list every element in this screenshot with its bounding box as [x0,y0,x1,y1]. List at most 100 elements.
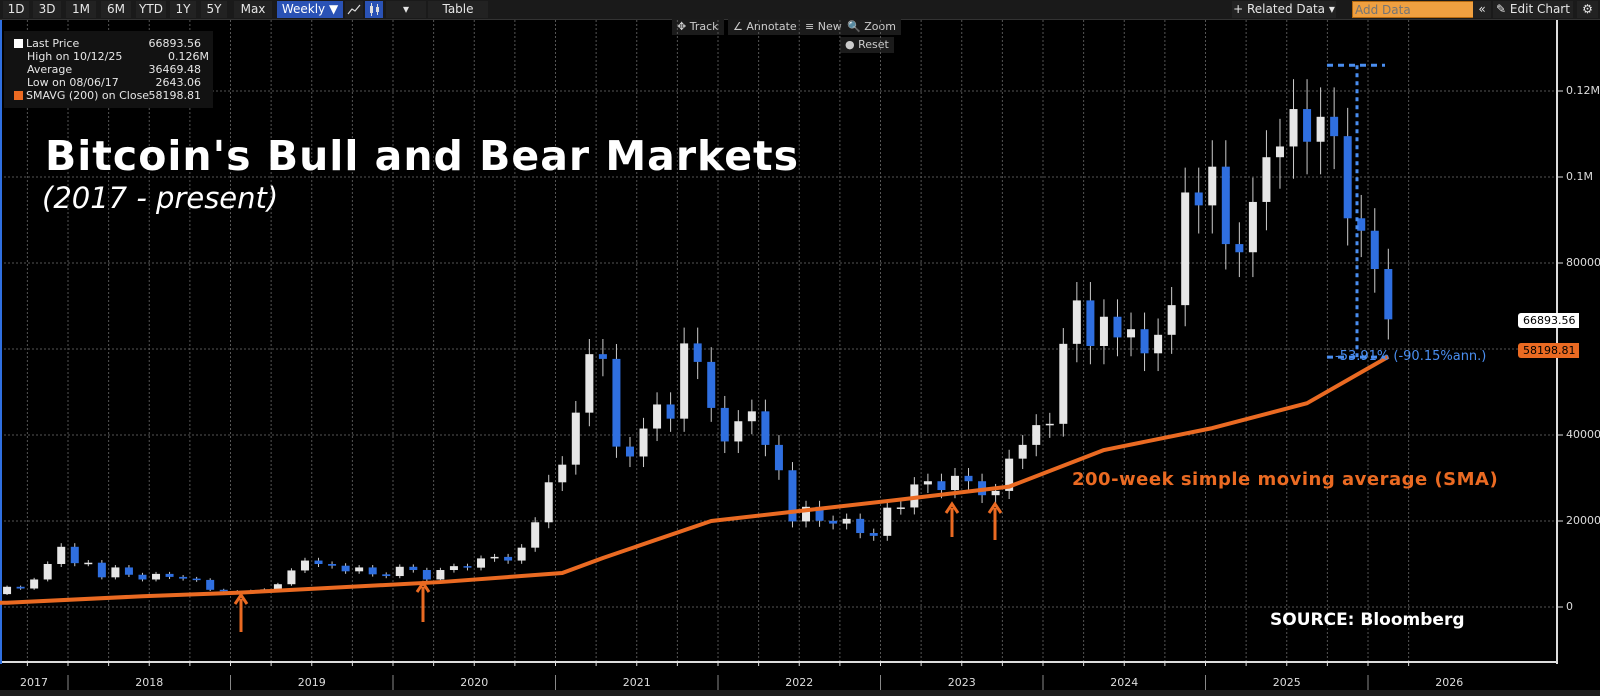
candle-body [206,579,215,590]
candle-body [1127,329,1136,338]
line-chart-icon[interactable] [345,1,363,18]
candle-body [1194,192,1203,206]
legend-value: 36469.48 [148,63,202,76]
chart-toolbar: 1D 3D 1M 6M YTD 1Y 5Y Max Weekly ▼ ▾ Table + Re… [0,0,1600,20]
gear-icon[interactable]: ⚙ [1577,1,1598,18]
candle-body [1370,230,1379,270]
candle-body [544,482,553,523]
chart-title: Bitcoin's Bull and Bear Markets [45,132,800,180]
range-button-max[interactable]: Max [234,1,272,18]
candle-body [477,558,486,568]
chart-type-dropdown[interactable]: ▾ [386,1,426,18]
candle-body [300,560,309,571]
candle-body [192,578,201,581]
y-tick-label: 0.12M [1566,84,1600,97]
candle-body [152,573,161,580]
candle-body [43,564,52,580]
candle-body [1018,444,1027,459]
range-button-ytd[interactable]: YTD [136,1,166,18]
candle-body [788,470,797,522]
legend-swatch [14,39,23,48]
candle-body [490,556,499,559]
related-data-button[interactable]: + Related Data ▾ [1232,1,1336,18]
candle-body [1208,166,1217,206]
candle-body [219,589,228,592]
candle-body [1140,329,1149,354]
candle-body [179,576,188,579]
candle-body [707,361,716,408]
range-button-5y[interactable]: 5Y [201,1,227,18]
sma-annotation: 200-week simple moving average (SMA) [1072,469,1499,490]
range-button-3d[interactable]: 3D [33,1,61,18]
candle-body [314,560,323,564]
candle-body [504,556,513,561]
candle-body [937,481,946,491]
candle-body [639,428,648,457]
track-button[interactable]: ✥ Track [672,19,724,35]
candle-body [1099,316,1108,346]
collapse-icon[interactable]: « [1473,1,1491,18]
legend-sma[interactable]: SMAVG (200) on Close 58198.81 [14,89,209,102]
x-tick-label: 2024 [1110,676,1139,689]
range-button-1m[interactable]: 1M [66,1,96,18]
candle-body [1289,109,1298,147]
legend-label: Last Price [26,37,80,50]
candle-body [368,567,377,575]
candle-body [1059,343,1068,424]
edit-chart-button[interactable]: ✎ Edit Chart [1493,1,1573,18]
zoom-button[interactable]: 🔍 Zoom [842,19,901,35]
candle-body [666,404,675,419]
candle-body [328,564,337,566]
candle-body [747,411,756,422]
candle-body [1262,157,1271,202]
arrow-head [415,580,431,593]
legend-last-price[interactable]: Last Price 66893.56 [14,37,209,50]
candle-body [761,411,770,445]
candle-body [950,475,959,491]
candle-body [1275,146,1284,158]
candle-body [3,586,12,595]
candle-body [802,506,811,522]
candle-body [883,507,892,536]
legend-label: Low on 08/06/17 [27,76,119,89]
candle-body [1005,458,1014,491]
candle-body [842,518,851,524]
arrow-head [233,592,249,605]
candle-body [869,533,878,536]
candle-body [97,562,106,578]
candle-body [355,567,364,572]
bottom-strip [0,690,1600,696]
candle-body [1330,116,1339,137]
candle-body [1086,300,1095,346]
candle-body [1167,305,1176,335]
candle-body [856,518,865,534]
candle-body [165,573,174,577]
candle-body [964,475,973,482]
annotate-button[interactable]: ∠ Annotate [728,19,802,35]
arrow-head [944,501,960,514]
legend-low: Low on 08/06/17 2643.06 [14,76,209,89]
source-label: SOURCE: Bloomberg [1270,610,1465,630]
table-button[interactable]: Table [428,1,488,18]
candle-body [653,404,662,429]
last-price-tag: 66893.56 [1518,313,1579,328]
candle-body [124,567,133,575]
sma-line [0,355,1390,605]
range-button-1d[interactable]: 1D [3,1,29,18]
chart-subtitle: (2017 - present) [42,181,279,215]
range-button-1y[interactable]: 1Y [170,1,196,18]
frequency-dropdown[interactable]: Weekly ▼ [277,1,343,18]
news-button[interactable]: ≡ News [800,19,853,35]
candle-body [720,407,729,442]
candle-body [1316,116,1325,142]
candlestick-icon[interactable] [365,1,383,18]
range-button-6m[interactable]: 6M [101,1,131,18]
candle-body [111,567,120,578]
candle-body [585,354,594,413]
candle-body [449,566,458,571]
add-data-input[interactable] [1352,1,1474,18]
candle-body [16,586,25,589]
candle-body [1072,300,1081,344]
chart-legend: Last Price 66893.56 High on 10/12/25 0.126… [4,31,213,108]
